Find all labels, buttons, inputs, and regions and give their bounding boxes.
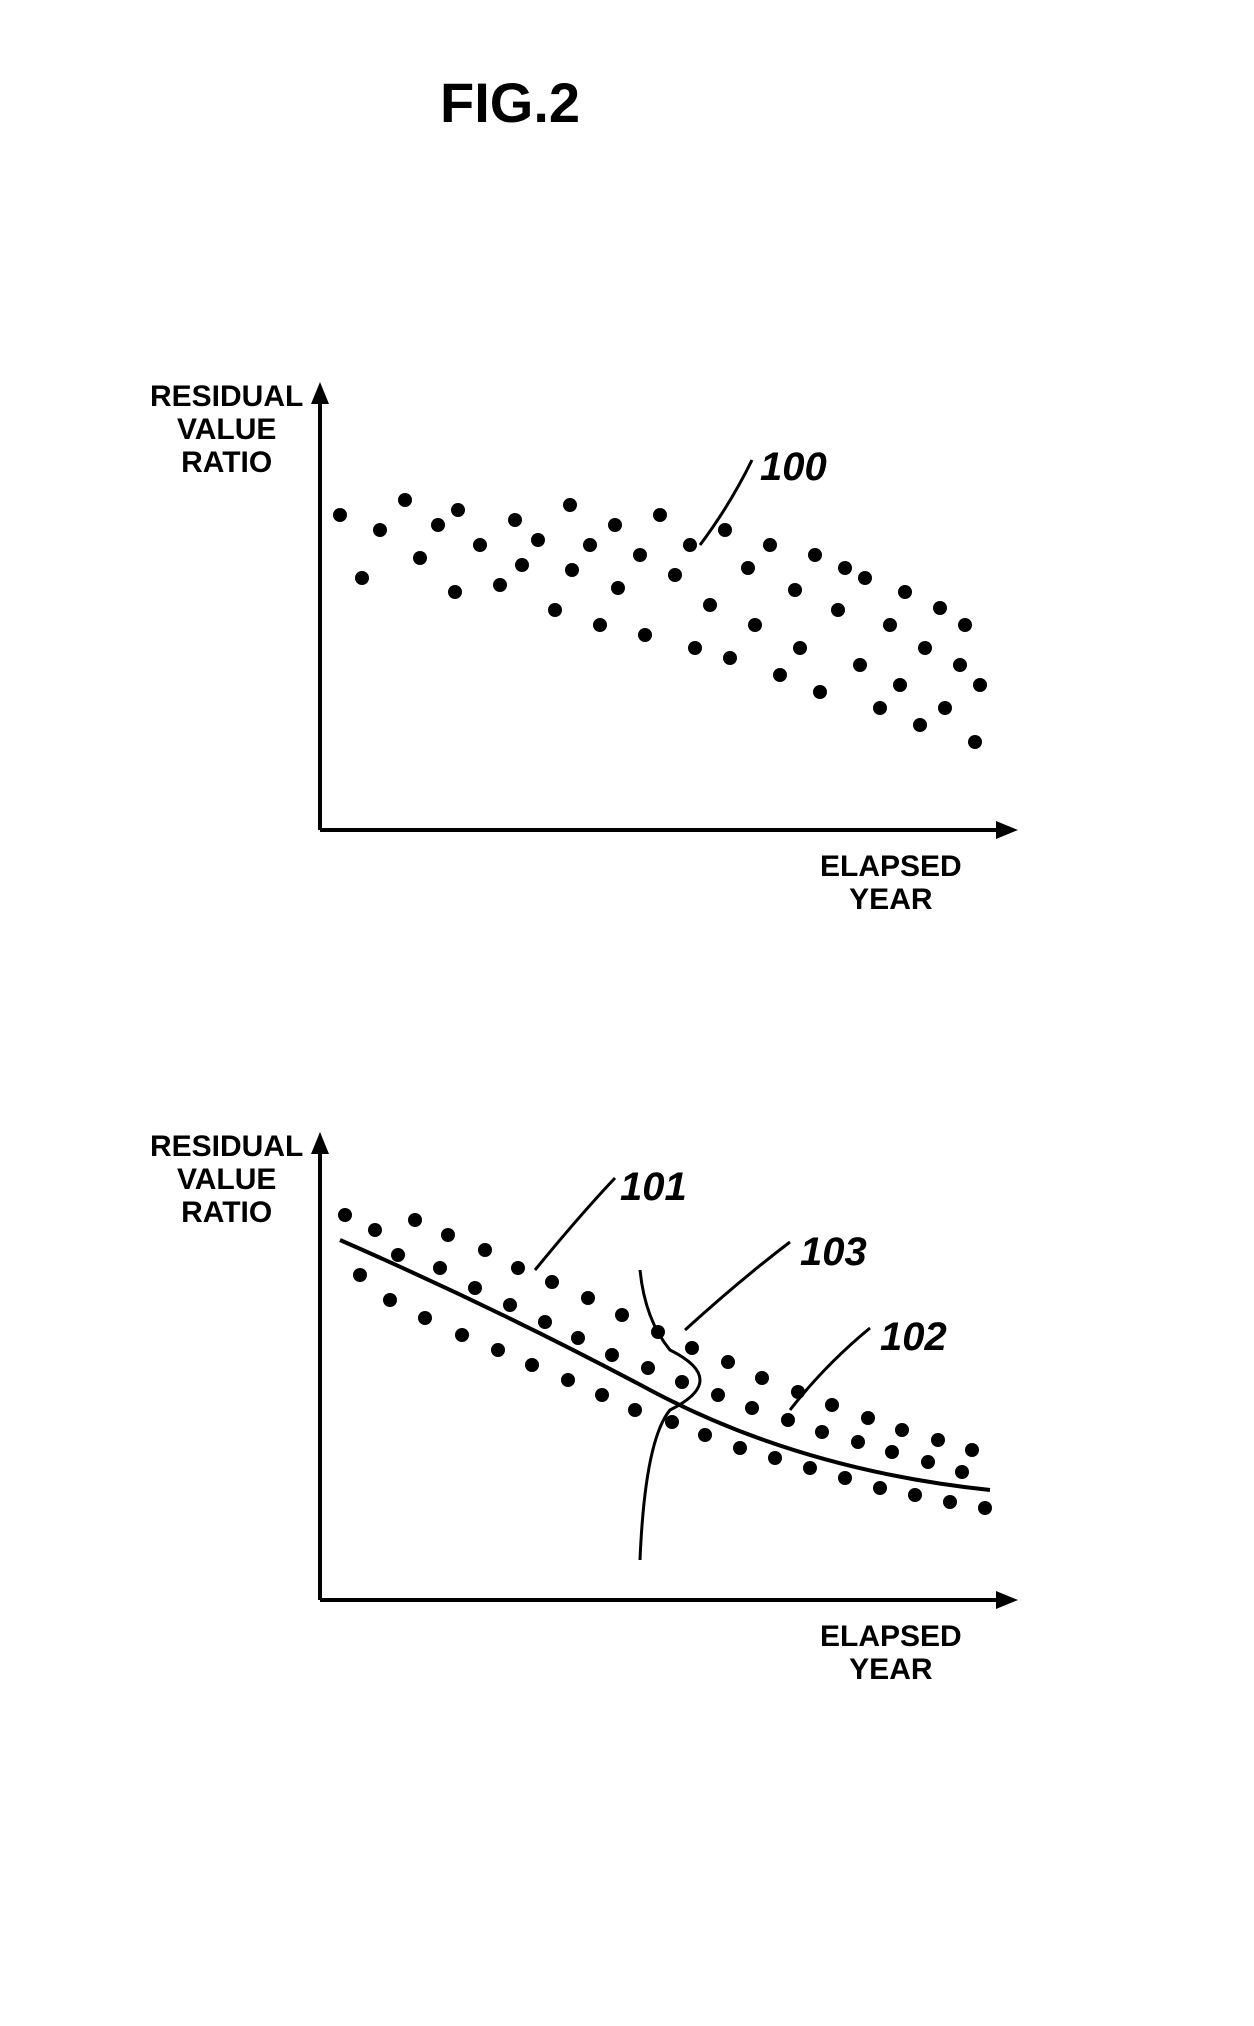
- callout-100: 100: [760, 445, 827, 490]
- chart2-xlabel: ELAPSEDYEAR: [820, 1620, 962, 1686]
- chart1-ylabel: RESIDUALVALUERATIO: [150, 380, 303, 479]
- chart2-ylabel: RESIDUALVALUERATIO: [150, 1130, 303, 1229]
- callout-101: 101: [620, 1165, 687, 1210]
- callout-103: 103: [800, 1230, 867, 1275]
- chart-1: RESIDUALVALUERATIO ELAPSEDYEAR 100: [200, 350, 1020, 880]
- chart1-xlabel: ELAPSEDYEAR: [820, 850, 962, 916]
- callout-102: 102: [880, 1315, 947, 1360]
- chart1-svg: [200, 350, 1020, 880]
- chart2-svg: [200, 1100, 1020, 1660]
- chart-2: RESIDUALVALUERATIO ELAPSEDYEAR 101 103 1…: [200, 1100, 1020, 1660]
- figure-title: FIG.2: [440, 70, 580, 135]
